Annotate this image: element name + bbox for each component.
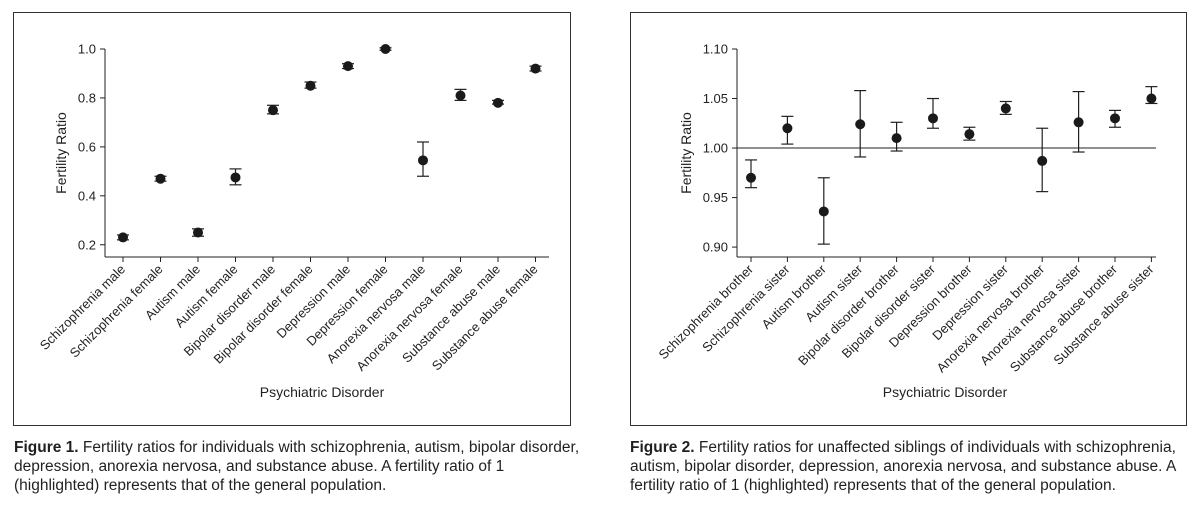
fig2-data-point — [1110, 113, 1120, 124]
fig1-data-point — [118, 232, 128, 243]
fig2-data-point — [818, 206, 829, 217]
fig1-data-point — [380, 44, 391, 54]
fig2-data-point — [855, 119, 866, 130]
fig1-y-tick-label: 0.2 — [78, 237, 96, 252]
fig2-y-axis-label: Fertility Ratio — [678, 112, 694, 194]
figure-1-caption-text: Fertility ratios for individuals with sc… — [14, 439, 580, 494]
fig2-data-point — [746, 172, 756, 183]
fig2-data-point — [964, 129, 975, 140]
fig1-data-point — [418, 155, 428, 166]
fig2-data-point — [782, 123, 793, 134]
figure-1-caption: Figure 1. Fertility ratios for individua… — [14, 438, 584, 495]
figure-2-caption-text: Fertility ratios for unaffected siblings… — [630, 439, 1176, 494]
figure-1-label: Figure 1. — [14, 439, 79, 456]
fig2-data-point — [1037, 155, 1048, 166]
fig2-y-tick-label: 0.95 — [703, 190, 728, 205]
figure-1-panel: 0.2 0.4 0.6 0.8 1.0 Fertility Ratio Schizophre… — [13, 12, 571, 426]
fig1-data-point — [530, 63, 541, 74]
fig1-data-point — [230, 172, 241, 183]
fig2-data-point — [1073, 117, 1084, 128]
fig1-x-axis-label: Psychiatric Disorder — [260, 384, 385, 400]
fig1-y-tick-label: 0.6 — [78, 139, 96, 154]
fig1-y-tick-label: 0.8 — [78, 90, 96, 105]
fig1-y-axis-label: Fertility Ratio — [53, 112, 69, 194]
fig1-y-tick-label: 1.0 — [78, 42, 96, 57]
fig1-data-point — [155, 173, 166, 184]
fig1-y-tick-label: 0.4 — [78, 188, 96, 203]
fig1-data-point — [268, 105, 278, 116]
fig2-y-tick-label: 1.00 — [703, 141, 728, 156]
fig2-data-point — [891, 133, 902, 144]
fig1-data-point — [493, 97, 503, 108]
figure-2-panel: 0.90 0.95 1.00 1.05 1.10 Fertility Ratio Schiz… — [630, 12, 1187, 426]
figure-2-label: Figure 2. — [630, 439, 695, 456]
fig1-data-point — [193, 227, 203, 238]
fig2-data-point — [928, 113, 938, 124]
fig1-data-point — [305, 80, 316, 91]
fig2-y-tick-label: 0.90 — [703, 240, 728, 255]
fig2-x-axis-label: Psychiatric Disorder — [883, 384, 1008, 400]
fig2-data-point — [1146, 93, 1157, 104]
fig2-data-point — [1000, 103, 1011, 114]
fig2-y-tick-label: 1.10 — [703, 42, 728, 57]
fig1-data-point — [343, 61, 353, 72]
fig1-data-point — [455, 90, 466, 101]
fig2-y-tick-label: 1.05 — [703, 91, 728, 106]
figure-2-caption: Figure 2. Fertility ratios for unaffecte… — [630, 438, 1190, 495]
